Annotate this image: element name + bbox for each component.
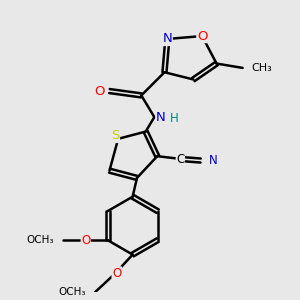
Text: N: N bbox=[156, 111, 166, 124]
Text: O: O bbox=[197, 30, 207, 43]
Text: C: C bbox=[176, 153, 184, 166]
Text: OCH₃: OCH₃ bbox=[59, 287, 86, 297]
Text: CH₃: CH₃ bbox=[251, 63, 272, 73]
Text: N: N bbox=[163, 32, 172, 46]
Text: N: N bbox=[209, 154, 218, 167]
Text: OCH₃: OCH₃ bbox=[26, 235, 54, 245]
Text: S: S bbox=[111, 129, 119, 142]
Text: O: O bbox=[81, 234, 91, 247]
Text: H: H bbox=[170, 112, 179, 125]
Text: O: O bbox=[94, 85, 105, 98]
Text: O: O bbox=[112, 267, 121, 280]
